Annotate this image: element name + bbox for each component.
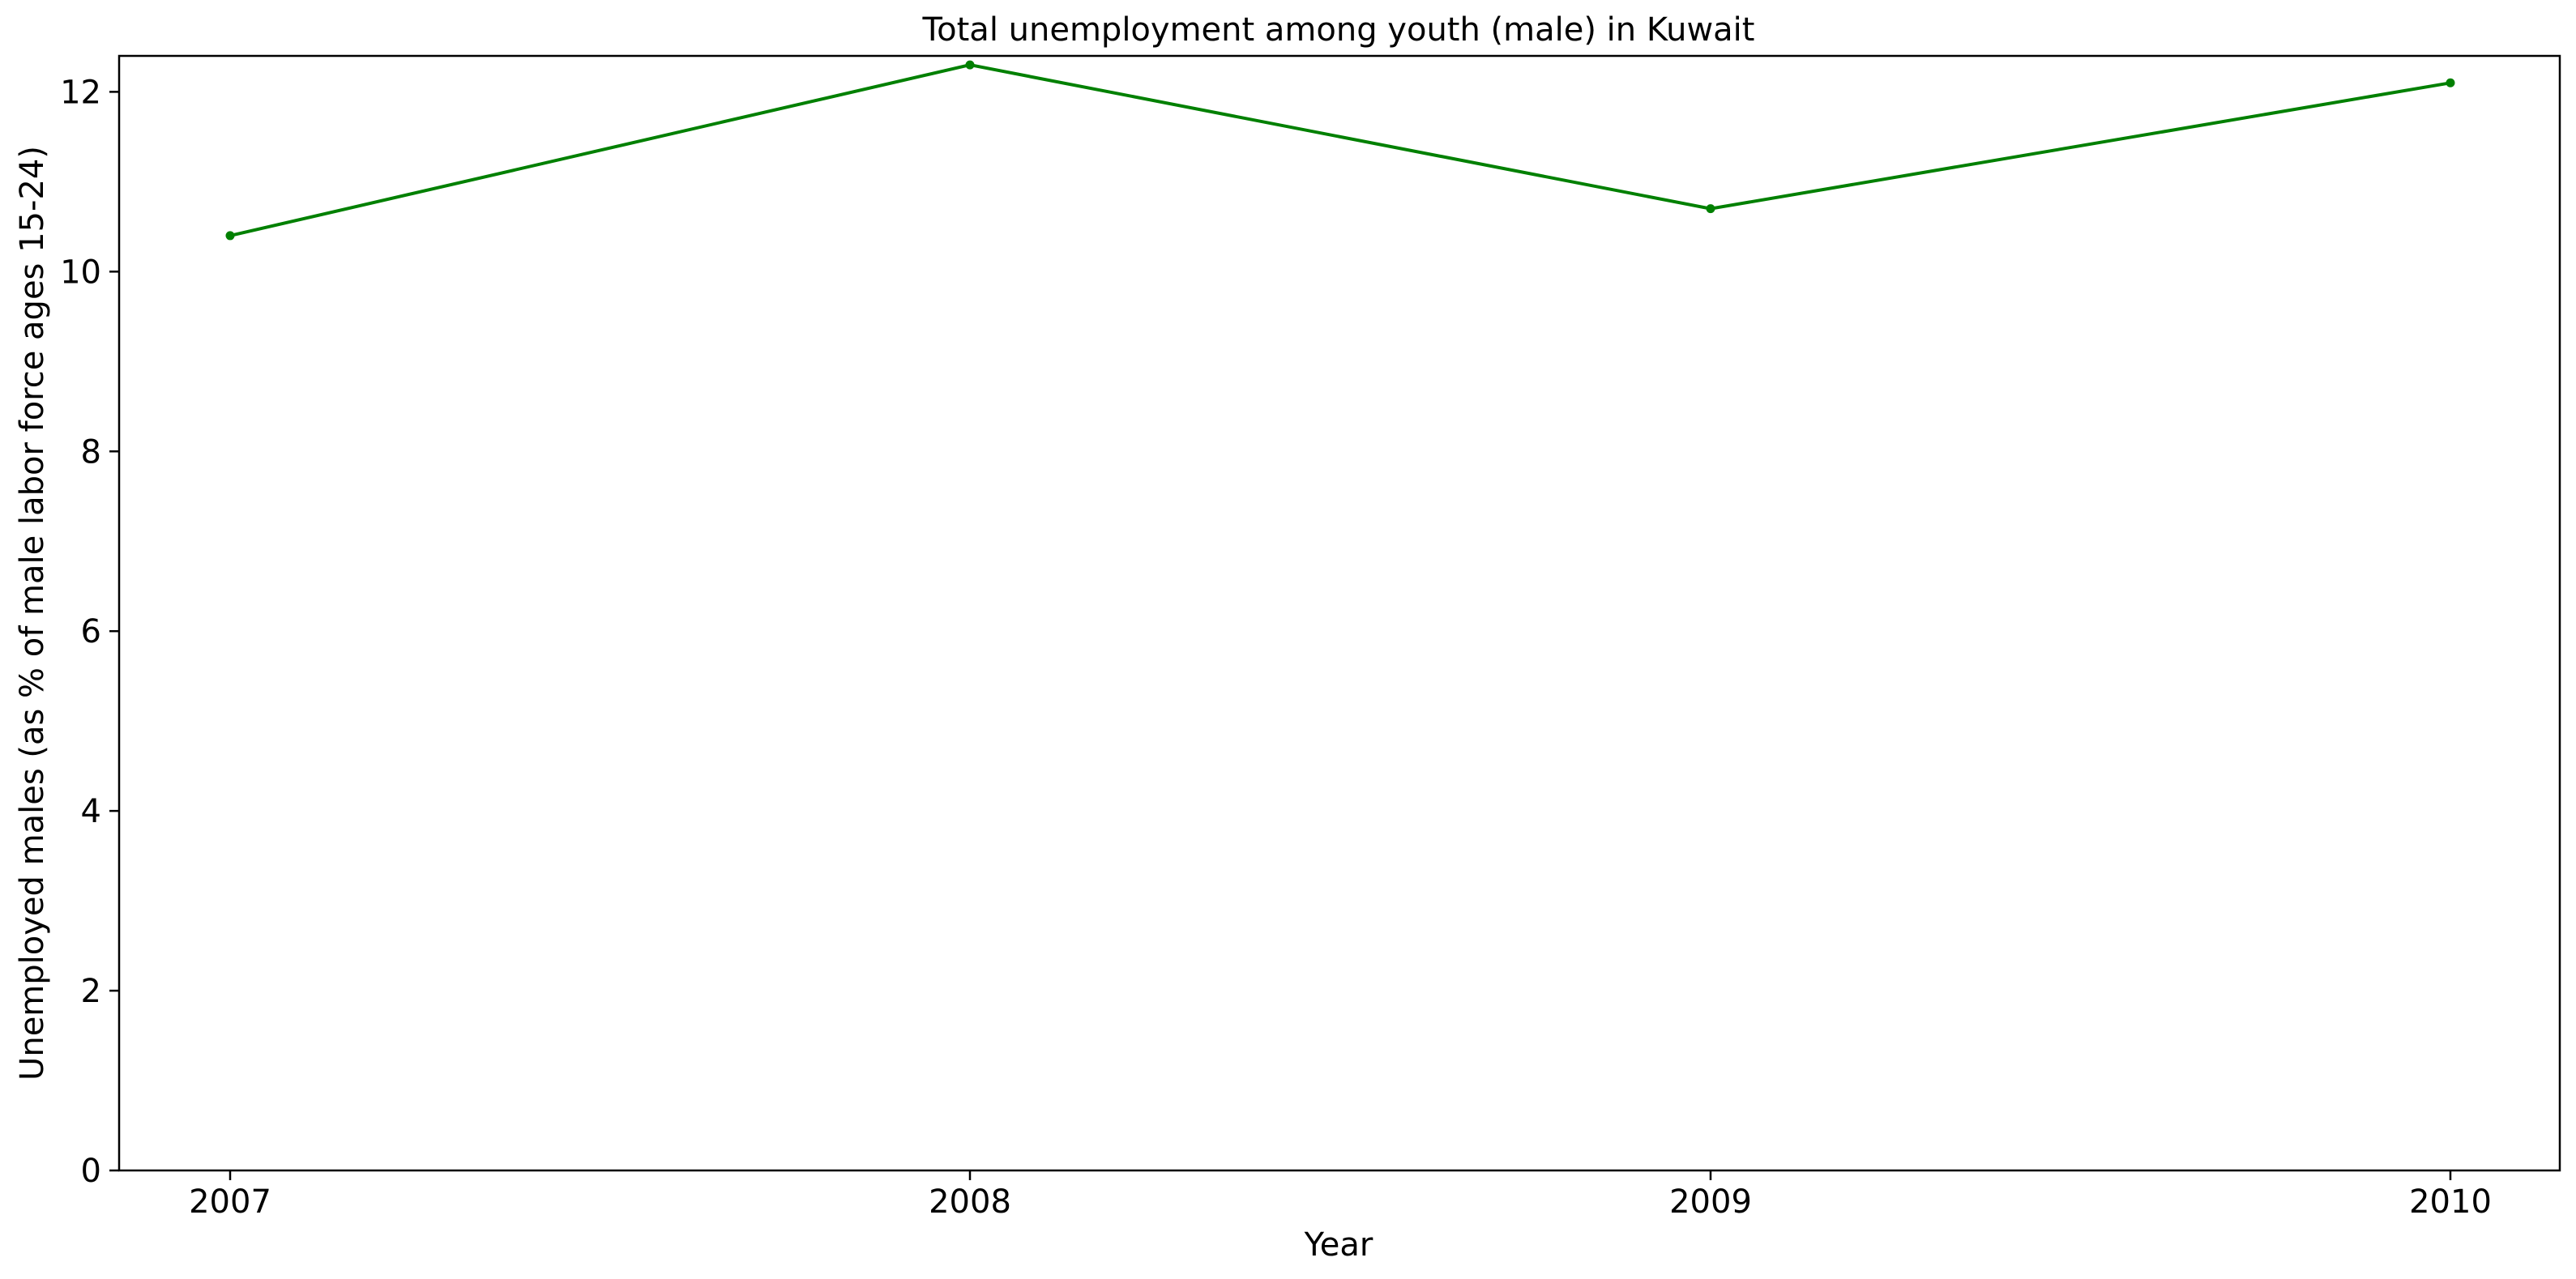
y-tick-label: 6: [81, 613, 101, 650]
y-tick-label: 0: [81, 1153, 101, 1190]
chart-title: Total unemployment among youth (male) in…: [922, 11, 1755, 49]
y-axis-label: Unemployed males (as % of male labor for…: [14, 146, 51, 1081]
y-tick-label: 12: [60, 74, 101, 111]
x-tick-label: 2009: [1669, 1183, 1752, 1221]
y-tick-label: 4: [81, 793, 101, 830]
series-layer: [225, 60, 2455, 241]
y-tick-label: 10: [60, 254, 101, 291]
data-point: [225, 231, 235, 241]
plot-area-frame: [117, 54, 2561, 1172]
x-tick-label: 2008: [929, 1183, 1011, 1221]
data-point: [965, 60, 975, 70]
y-tick-label: 8: [81, 433, 101, 471]
x-axis: 2007 2008 2009 2010: [189, 1170, 2492, 1221]
x-axis-label: Year: [1304, 1226, 1373, 1264]
x-tick-label: 2010: [2409, 1183, 2492, 1221]
series-line: [229, 63, 2451, 237]
data-point: [1706, 204, 1715, 214]
y-tick-label: 2: [81, 973, 101, 1010]
y-axis: 0 2 4 6 8 10 12: [60, 74, 119, 1190]
x-tick-label: 2007: [189, 1183, 271, 1221]
data-point: [2446, 78, 2455, 87]
